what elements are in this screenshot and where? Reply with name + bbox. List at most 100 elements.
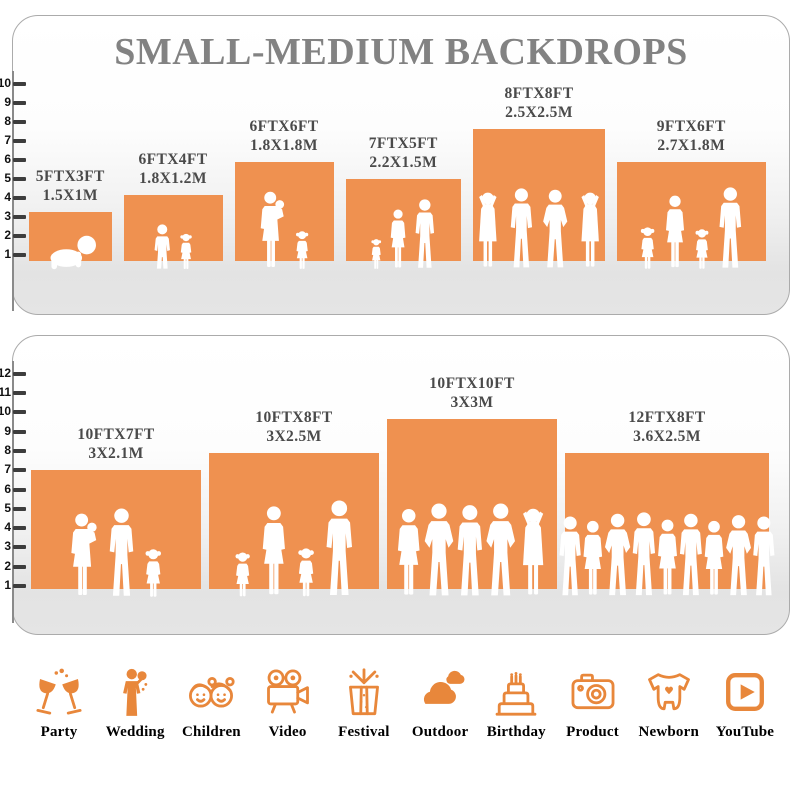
backdrop-size-label: 10FTX7FT 3X2.1M <box>77 425 154 463</box>
woman-silhouette <box>262 506 285 595</box>
people-silhouettes <box>559 512 775 596</box>
youtube-icon <box>726 673 764 711</box>
backdrop-size-label: 7FTX5FT 2.2X1.5M <box>369 134 438 172</box>
festival-icon <box>348 668 379 716</box>
tick-dash <box>13 101 26 105</box>
tick-number: 5 <box>4 171 11 185</box>
category-label: Outdoor <box>411 724 469 740</box>
size-m-text: 2.2X1.5M <box>369 153 438 171</box>
category-label: YouTube <box>715 724 775 740</box>
category-label: Festival <box>338 724 390 740</box>
womanhbh-silhouette <box>581 192 599 267</box>
backdrop-bar-10ftx7ft: 10FTX7FT 3X2.1M <box>31 425 201 597</box>
womanhbh-silhouette <box>523 508 544 595</box>
girl-silhouette <box>145 548 162 597</box>
category-label: Product <box>566 724 619 740</box>
people-silhouettes <box>371 199 435 269</box>
birthday-icon <box>495 671 537 716</box>
backdrop-size-label: 6FTX4FT 1.8X1.2M <box>138 150 207 188</box>
tick-dash <box>13 371 26 376</box>
tick-number: 5 <box>4 500 11 515</box>
woman-silhouette <box>583 521 603 595</box>
tick-number: 3 <box>4 209 11 223</box>
size-m-text: 1.8X1.8M <box>250 137 318 154</box>
size-ft-text: 7FTX5FT <box>368 134 438 152</box>
tick-number: 8 <box>4 442 11 457</box>
backdrop-size-label: 6FTX6FT 1.8X1.8M <box>249 117 318 155</box>
tick-dash <box>13 391 26 395</box>
panel-large: 1 2 3 4 5 6 7 8 9 10 11 12 10FTX7FT 3X2.1M 10FTX8FT 3X… <box>0 335 790 635</box>
category-festival: Festival <box>327 660 401 741</box>
people-silhouettes <box>71 508 162 597</box>
backdrop-rect <box>123 195 223 269</box>
tick-dash <box>13 410 26 415</box>
manhips-silhouette <box>543 189 568 268</box>
girl-silhouette <box>298 548 314 597</box>
tick-number: 3 <box>4 539 11 554</box>
size-m-text: 1.5X1M <box>42 186 98 204</box>
woman-silhouette <box>390 209 406 268</box>
tick-dash <box>13 253 26 257</box>
product-icon <box>567 660 619 718</box>
size-m-text: 3X2.5M <box>266 428 322 445</box>
woman-silhouette <box>704 521 724 595</box>
tick-number: 11 <box>0 385 11 399</box>
size-ft-text: 8FTX8FT <box>504 85 574 102</box>
man-silhouette <box>719 187 742 268</box>
category-children: Children <box>174 660 248 741</box>
backdrop-bar-8ftx8ft: 8FTX8FT 2.5X2.5M <box>473 84 605 268</box>
manhips-silhouette <box>424 503 454 596</box>
man-silhouette <box>109 508 134 596</box>
backdrop-size-label: 10FTX10FT 3X3M <box>429 374 514 412</box>
backdrop-rect <box>559 453 775 596</box>
festival-icon <box>338 660 390 718</box>
people-silhouettes <box>50 235 97 270</box>
category-label: Children <box>182 724 241 740</box>
girl-silhouette <box>371 239 382 269</box>
woman-silhouette <box>658 519 677 595</box>
tick-number: 4 <box>4 520 11 535</box>
panel-small-medium: SMALL-MEDIUM BACKDROPS 1 2 3 4 5 6 7 8 9 10 5FTX3… <box>0 15 790 315</box>
man-silhouette <box>753 516 775 596</box>
size-m-text: 3X3M <box>450 394 494 411</box>
size-ft-text: 12FTX8FT <box>628 409 706 426</box>
baby-silhouette <box>50 235 97 270</box>
category-label: Party <box>40 724 78 740</box>
man-silhouette <box>326 500 353 596</box>
backdrop-size-label: 12FTX8FT 3.6X2.5M <box>628 408 705 446</box>
size-ft-text: 6FTX6FT <box>249 118 319 135</box>
people-silhouettes <box>479 188 599 268</box>
people-silhouettes <box>260 191 309 269</box>
womanbaby-silhouette <box>71 513 97 595</box>
ruler-large-panel: 1 2 3 4 5 6 7 8 9 10 11 12 <box>0 361 30 623</box>
category-outdoor: Outdoor <box>403 660 477 741</box>
backdrop-bar-5ftx3ft: 5FTX3FT 1.5X1M <box>29 167 112 270</box>
category-product: Product <box>556 660 630 741</box>
tick-dash <box>13 545 26 550</box>
tick-dash <box>13 82 26 86</box>
man-silhouette <box>457 504 483 596</box>
video-icon <box>262 660 314 718</box>
girl-silhouette <box>695 229 709 269</box>
bars-large-panel: 10FTX7FT 3X2.1M 10FTX8FT 3X2.5M 10FTX10FT 3X3… <box>31 374 775 597</box>
tick-number: 1 <box>4 578 11 592</box>
category-youtube: YouTube <box>708 660 782 741</box>
backdrop-bar-7ftx5ft: 7FTX5FT 2.2X1.5M <box>345 134 461 269</box>
newborn-icon <box>643 660 695 718</box>
tick-dash <box>13 234 26 238</box>
boy-silhouette <box>154 224 170 269</box>
tick-dash <box>13 448 26 453</box>
backdrop-size-label: 8FTX8FT 2.5X2.5M <box>504 84 573 122</box>
girl-silhouette <box>641 227 655 269</box>
people-silhouettes <box>235 500 353 597</box>
tick-number: 9 <box>4 423 11 438</box>
product-icon <box>571 673 614 710</box>
wedding-icon <box>109 660 161 718</box>
category-label: Video <box>268 724 307 740</box>
size-ft-text: 10FTX10FT <box>429 375 515 392</box>
manhips-silhouette <box>726 515 752 596</box>
tick-dash <box>13 526 26 531</box>
tick-number: 10 <box>0 76 11 90</box>
man-silhouette <box>415 199 435 268</box>
category-birthday: Birthday <box>479 660 553 741</box>
